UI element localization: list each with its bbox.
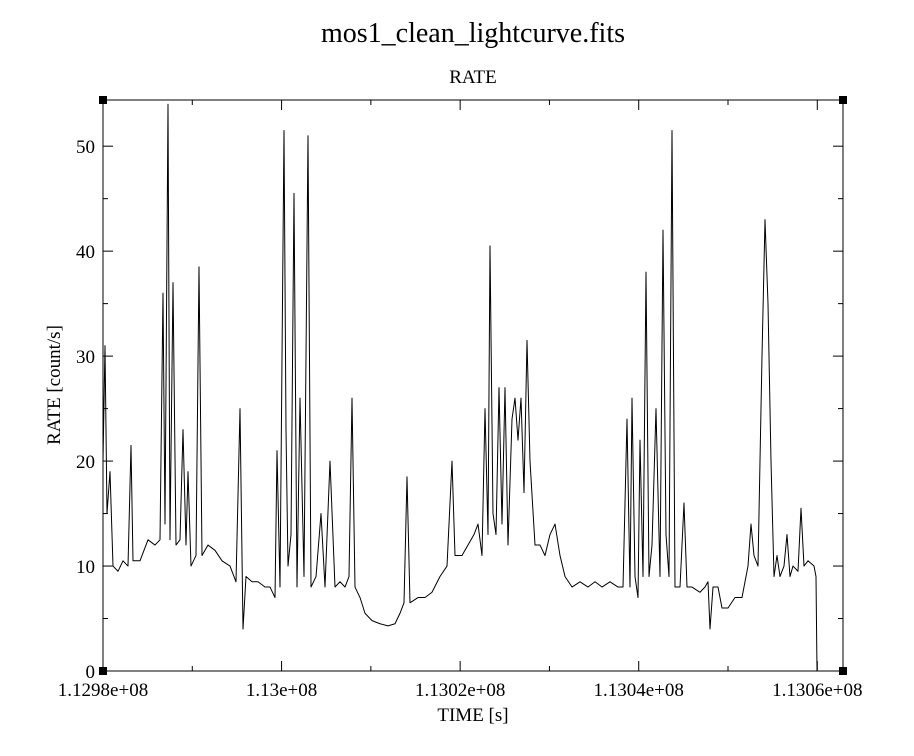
y-tick-label: 10 (76, 557, 95, 578)
y-tick-label: 50 (76, 137, 95, 158)
x-tick-label: 1.1302e+08 (415, 680, 505, 701)
chart-subtitle: RATE (449, 67, 497, 88)
y-axis-label: RATE [count/s] (44, 325, 65, 445)
y-tick-label: 20 (76, 452, 95, 473)
corner-handle (839, 96, 847, 104)
data-line (102, 103, 818, 672)
x-tick-label: 1.1306e+08 (772, 680, 862, 701)
y-tick-label: 30 (76, 347, 95, 368)
y-tick-label: 40 (76, 242, 95, 263)
x-tick-label: 1.1304e+08 (594, 680, 684, 701)
x-axis-label: TIME [s] (437, 705, 508, 726)
x-tick-label: 1.13e+08 (246, 680, 317, 701)
x-tick-label: 1.1298e+08 (58, 680, 148, 701)
y-tick-label: 0 (86, 662, 96, 683)
plot-frame (102, 99, 844, 672)
chart-title: mos1_clean_lightcurve.fits (321, 18, 625, 49)
